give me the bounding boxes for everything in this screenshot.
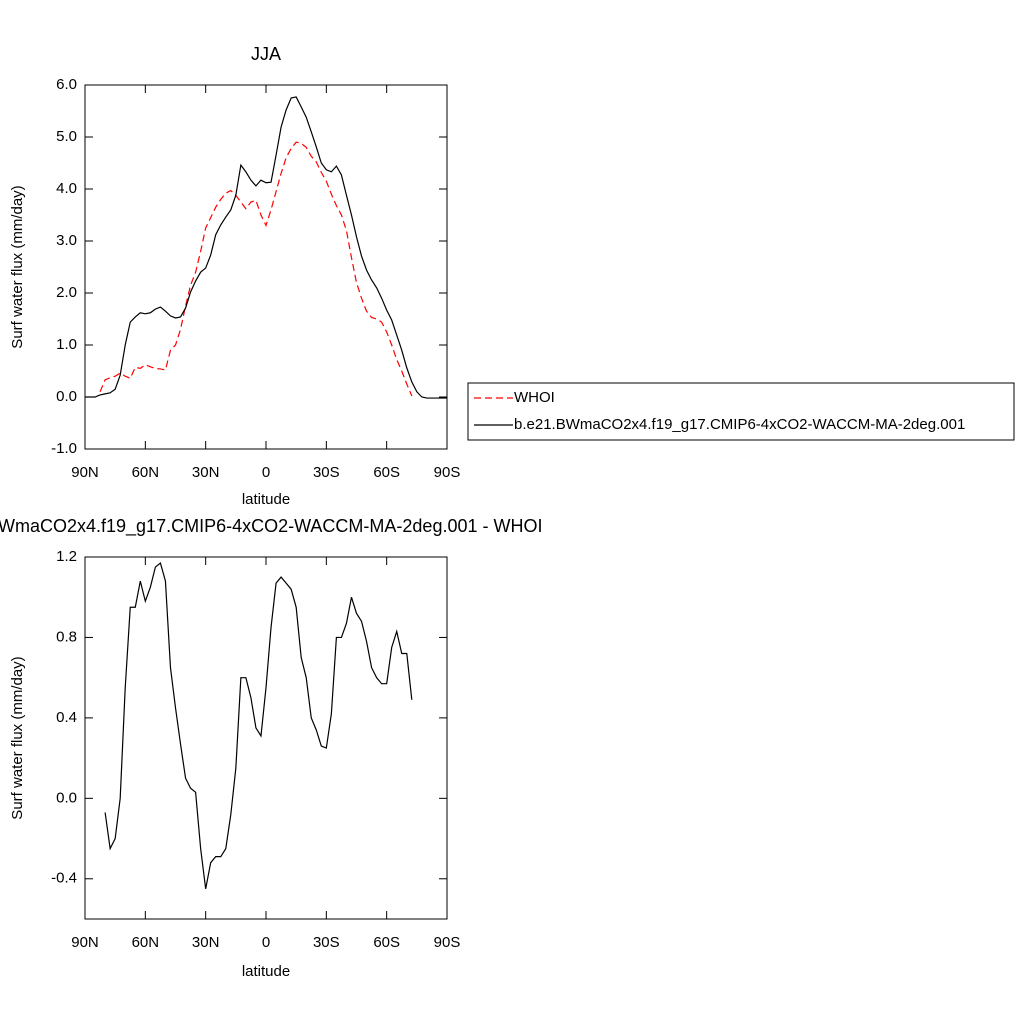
x-tick-label: 30N [192, 464, 220, 481]
x-tick-label: 90S [434, 934, 461, 951]
data-line [85, 96, 447, 399]
x-tick-label: 30S [313, 464, 340, 481]
x-axis-label: latitude [242, 963, 290, 980]
y-tick-label: 5.0 [56, 128, 77, 145]
y-tick-label: 1.0 [56, 336, 77, 353]
legend-box [467, 382, 1015, 441]
chart-title: WmaCO2x4.f19_g17.CMIP6-4xCO2-WACCM-MA-2d… [0, 516, 542, 537]
chart-title: JJA [251, 44, 281, 64]
legend-label: WHOI [514, 389, 555, 406]
y-tick-label: 0.4 [56, 709, 77, 726]
x-axis-label: latitude [242, 491, 290, 508]
y-tick-label: 0.8 [56, 628, 77, 645]
y-tick-label: 1.2 [56, 548, 77, 565]
y-axis-label: Surf water flux (mm/day) [9, 656, 26, 819]
x-tick-label: 0 [262, 934, 270, 951]
y-tick-label: 4.0 [56, 180, 77, 197]
plot-frame [84, 84, 448, 450]
data-line [99, 141, 413, 397]
x-tick-label: 90S [434, 464, 461, 481]
x-tick-label: 30N [192, 934, 220, 951]
y-tick-label: 2.0 [56, 284, 77, 301]
y-tick-label: -1.0 [51, 440, 77, 457]
y-tick-label: -0.4 [51, 870, 77, 887]
x-tick-label: 60S [373, 464, 400, 481]
y-axis-label: Surf water flux (mm/day) [9, 185, 26, 348]
x-tick-label: 90N [71, 464, 99, 481]
data-line [104, 561, 413, 889]
x-tick-label: 60N [132, 934, 160, 951]
legend-label: b.e21.BWmaCO2x4.f19_g17.CMIP6-4xCO2-WACC… [514, 416, 965, 433]
y-tick-label: 3.0 [56, 232, 77, 249]
x-tick-label: 0 [262, 464, 270, 481]
x-tick-label: 60N [132, 464, 160, 481]
y-tick-label: 0.0 [56, 789, 77, 806]
x-tick-label: 60S [373, 934, 400, 951]
plot-frame [84, 556, 448, 920]
x-tick-label: 30S [313, 934, 340, 951]
x-tick-label: 90N [71, 934, 99, 951]
y-tick-label: 6.0 [56, 76, 77, 93]
y-tick-label: 0.0 [56, 388, 77, 405]
